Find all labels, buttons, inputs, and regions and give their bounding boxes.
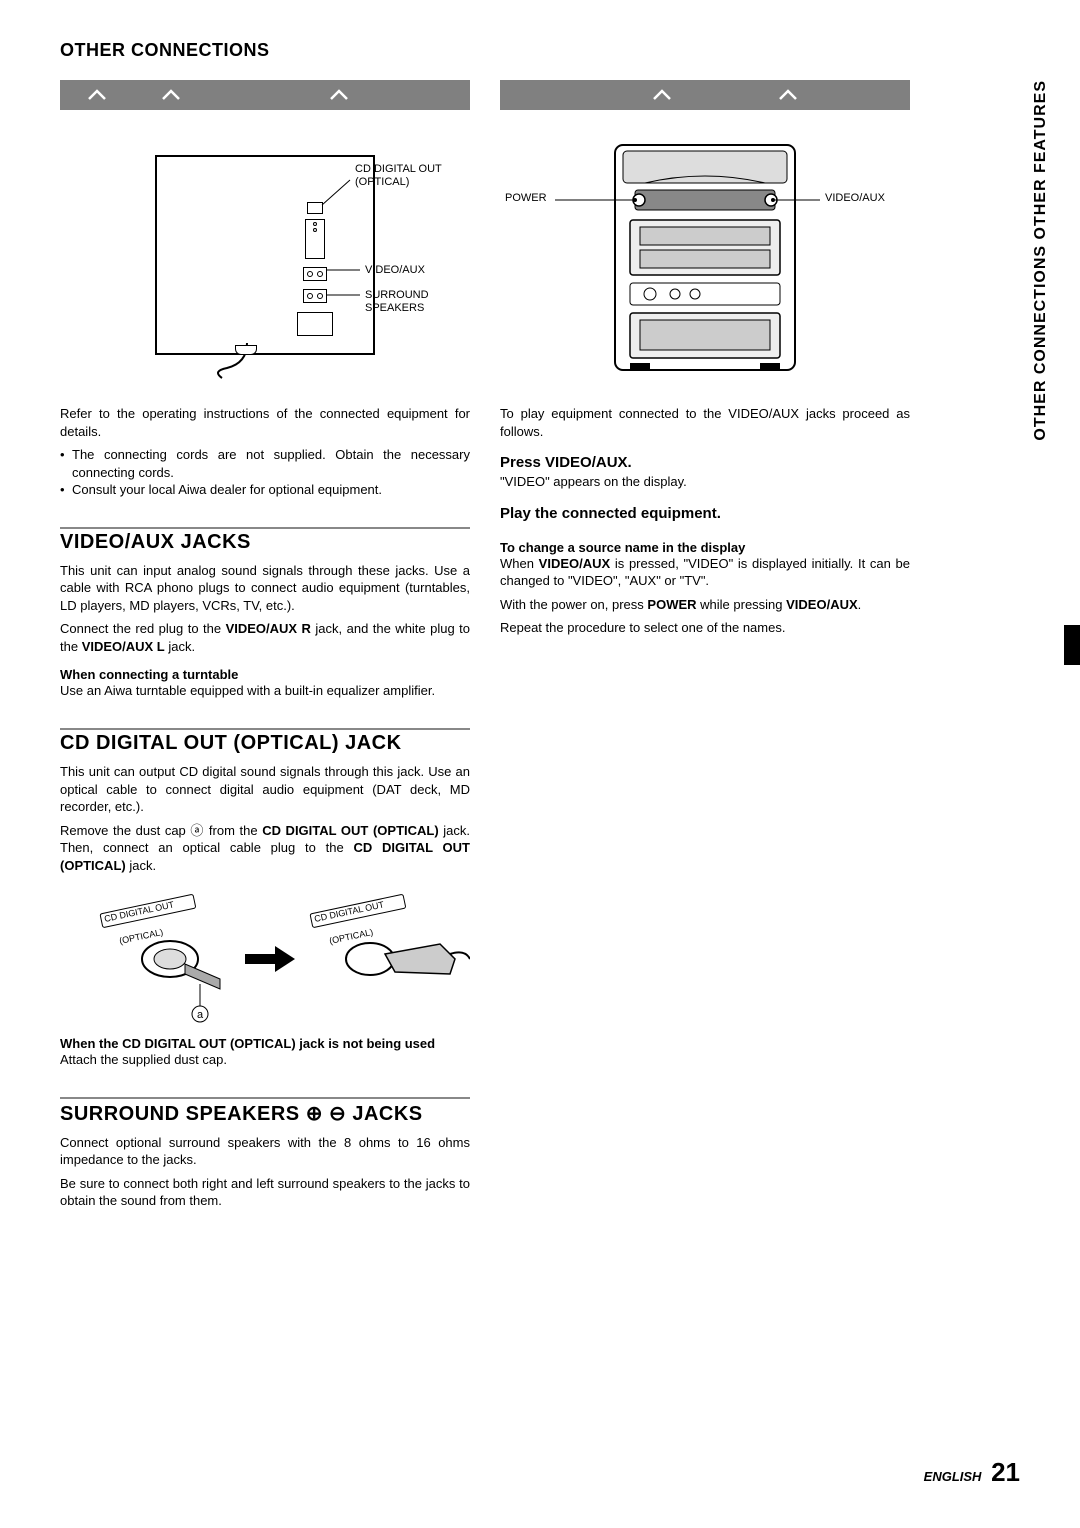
footer-language: ENGLISH (924, 1469, 982, 1484)
diagram-label: SURROUND SPEAKERS (365, 289, 429, 315)
paragraph: To play equipment connected to the VIDEO… (500, 405, 910, 440)
paragraph: Repeat the procedure to select one of th… (500, 619, 910, 637)
paragraph: Use an Aiwa turntable equipped with a bu… (60, 682, 470, 700)
svg-text:a: a (197, 1009, 204, 1021)
section-title: CD DIGITAL OUT (OPTICAL) JACK (60, 728, 470, 755)
paragraph: This unit can output CD digital sound si… (60, 763, 470, 816)
left-column: CD DIGITAL OUT (OPTICAL) VIDEO/AUX SURRO… (60, 80, 470, 1216)
paragraph: With the power on, press POWER while pre… (500, 596, 910, 614)
page-header: OTHER CONNECTIONS (60, 40, 270, 61)
page-footer: ENGLISH 21 (924, 1457, 1020, 1488)
page-number: 21 (991, 1457, 1020, 1487)
bullet: Consult your local Aiwa dealer for optio… (60, 481, 470, 499)
step-heading: Play the connected equipment. (500, 505, 910, 522)
diagram-label: CD DIGITAL OUT (OPTICAL) (355, 163, 442, 189)
chevron-icon (329, 89, 349, 101)
side-tab-label: OTHER CONNECTIONS OTHER FEATURES (1032, 80, 1050, 441)
section-title: VIDEO/AUX JACKS (60, 527, 470, 554)
subheading: To change a source name in the display (500, 540, 910, 555)
optical-jack-diagram: CD DIGITAL OUT (OPTICAL) a CD DIGITAL OU… (60, 884, 470, 1024)
step-heading: Press VIDEO/AUX. (500, 454, 910, 471)
chevron-icon (778, 89, 798, 101)
diagram-label: POWER (505, 192, 547, 204)
subheading: When connecting a turntable (60, 667, 470, 682)
grey-bar-left (60, 80, 470, 110)
paragraph: Be sure to connect both right and left s… (60, 1175, 470, 1210)
paragraph: Connect optional surround speakers with … (60, 1134, 470, 1169)
diagram-label: VIDEO/AUX (365, 264, 425, 277)
paragraph: Connect the red plug to the VIDEO/AUX R … (60, 620, 470, 655)
front-unit-diagram: POWER VIDEO/AUX (500, 120, 910, 390)
rear-panel-diagram: CD DIGITAL OUT (OPTICAL) VIDEO/AUX SURRO… (60, 120, 470, 390)
paragraph: This unit can input analog sound signals… (60, 562, 470, 615)
section-title: SURROUND SPEAKERS ⊕ ⊖ JACKS (60, 1097, 470, 1126)
grey-bar-right (500, 80, 910, 110)
thumb-tab (1064, 625, 1080, 665)
chevron-icon (161, 89, 181, 101)
right-column: POWER VIDEO/AUX To play equipment connec… (500, 80, 910, 1216)
paragraph: Refer to the operating instructions of t… (60, 405, 470, 440)
diagram-label: VIDEO/AUX (825, 192, 885, 204)
chevron-icon (652, 89, 672, 101)
bullet: The connecting cords are not supplied. O… (60, 446, 470, 481)
paragraph: "VIDEO" appears on the display. (500, 473, 910, 491)
chevron-icon (87, 89, 107, 101)
paragraph: When VIDEO/AUX is pressed, "VIDEO" is di… (500, 555, 910, 590)
subheading: When the CD DIGITAL OUT (OPTICAL) jack i… (60, 1036, 470, 1051)
paragraph: Attach the supplied dust cap. (60, 1051, 470, 1069)
paragraph: Remove the dust cap ⓐ from the CD DIGITA… (60, 822, 470, 875)
